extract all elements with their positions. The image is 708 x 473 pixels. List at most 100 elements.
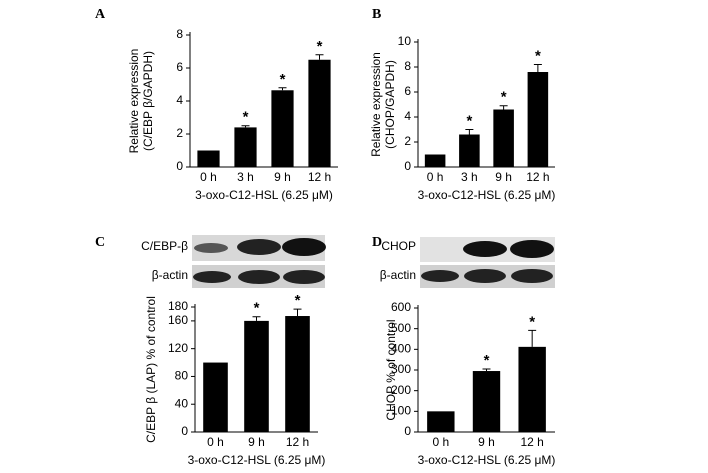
y-tick-label: 80 bbox=[175, 369, 189, 383]
y-axis-label: (C/EBP β/GAPDH) bbox=[141, 51, 155, 151]
blot-label: CHOP bbox=[381, 239, 416, 253]
bar bbox=[308, 59, 331, 167]
y-tick-label: 40 bbox=[175, 396, 189, 410]
x-tick-label: 12 h bbox=[308, 170, 331, 184]
significance-star: * bbox=[501, 89, 507, 106]
x-axis-label: 3-oxo-C12-HSL (6.25 μM) bbox=[195, 188, 333, 202]
x-tick-label: 9 h bbox=[478, 435, 495, 449]
significance-star: * bbox=[466, 112, 472, 129]
y-tick-label: 400 bbox=[391, 342, 411, 356]
blot-band bbox=[193, 271, 231, 283]
x-tick-label: 3 h bbox=[237, 170, 254, 184]
y-tick-label: 6 bbox=[176, 60, 183, 74]
y-tick-label: 0 bbox=[404, 159, 411, 173]
y-tick-label: 2 bbox=[176, 126, 183, 140]
bar bbox=[271, 90, 294, 167]
bar bbox=[244, 320, 269, 432]
error-bar bbox=[533, 64, 542, 72]
blot-label: C/EBP-β bbox=[141, 239, 188, 253]
blot-band bbox=[463, 241, 507, 257]
y-tick-label: 8 bbox=[404, 59, 411, 73]
y-tick-label: 600 bbox=[391, 300, 411, 314]
x-tick-label: 9 h bbox=[248, 435, 265, 449]
error-bar bbox=[482, 368, 491, 372]
bar bbox=[518, 346, 546, 432]
blot-band bbox=[237, 239, 281, 255]
bar bbox=[285, 316, 310, 432]
x-axis-label: 3-oxo-C12-HSL (6.25 μM) bbox=[188, 453, 326, 467]
significance-star: * bbox=[529, 313, 535, 330]
error-bar bbox=[465, 129, 474, 135]
x-tick-label: 0 h bbox=[432, 435, 449, 449]
bar bbox=[493, 109, 514, 167]
bar bbox=[197, 150, 220, 167]
blot-band bbox=[282, 238, 326, 256]
x-tick-label: 9 h bbox=[495, 170, 512, 184]
x-tick-label: 0 h bbox=[427, 170, 444, 184]
significance-star: * bbox=[254, 300, 260, 317]
x-tick-label: 0 h bbox=[207, 435, 224, 449]
panel-letter: C bbox=[95, 235, 105, 250]
panel-letter: B bbox=[372, 7, 381, 22]
error-bar bbox=[528, 329, 537, 347]
y-axis-label: Relative expression bbox=[127, 49, 141, 154]
y-axis-label: C/EBP β (LAP) % of control bbox=[144, 296, 158, 443]
blot-c bbox=[192, 235, 326, 288]
y-tick-label: 300 bbox=[391, 362, 411, 376]
significance-star: * bbox=[243, 109, 249, 126]
x-tick-label: 12 h bbox=[520, 435, 543, 449]
bar bbox=[527, 72, 549, 167]
blot-band bbox=[464, 269, 506, 283]
y-tick-label: 4 bbox=[404, 109, 411, 123]
x-tick-label: 12 h bbox=[526, 170, 549, 184]
x-axis-label: 3-oxo-C12-HSL (6.25 μM) bbox=[418, 453, 556, 467]
blot-label: β-actin bbox=[152, 268, 188, 282]
x-tick-label: 9 h bbox=[274, 170, 291, 184]
y-tick-label: 6 bbox=[404, 84, 411, 98]
error-bar bbox=[278, 87, 287, 91]
y-tick-label: 100 bbox=[391, 404, 411, 418]
panel-letter: A bbox=[95, 7, 106, 22]
blot-d bbox=[420, 237, 555, 288]
blot-band bbox=[421, 270, 459, 282]
y-tick-label: 160 bbox=[168, 313, 188, 327]
y-axis-label: Relative expression bbox=[369, 52, 383, 157]
y-tick-label: 0 bbox=[404, 424, 411, 438]
y-tick-label: 200 bbox=[391, 383, 411, 397]
bar bbox=[234, 127, 257, 167]
y-tick-label: 2 bbox=[404, 134, 411, 148]
bar bbox=[427, 411, 455, 432]
significance-star: * bbox=[295, 292, 301, 309]
error-bar bbox=[293, 308, 302, 317]
x-tick-label: 12 h bbox=[286, 435, 309, 449]
y-tick-label: 8 bbox=[176, 27, 183, 41]
y-tick-label: 4 bbox=[176, 93, 183, 107]
bar bbox=[203, 362, 228, 432]
y-tick-label: 500 bbox=[391, 321, 411, 335]
bar bbox=[472, 371, 501, 432]
y-tick-label: 10 bbox=[398, 34, 412, 48]
blot-band bbox=[238, 270, 280, 284]
x-tick-label: 0 h bbox=[200, 170, 217, 184]
blot-band bbox=[283, 270, 325, 284]
x-axis-label: 3-oxo-C12-HSL (6.25 μM) bbox=[418, 188, 556, 202]
y-tick-label: 0 bbox=[181, 424, 188, 438]
y-axis-label: CHOP % of control bbox=[384, 319, 398, 420]
significance-star: * bbox=[280, 71, 286, 88]
significance-star: * bbox=[535, 47, 541, 64]
significance-star: * bbox=[484, 352, 490, 369]
blot-label: β-actin bbox=[380, 268, 416, 282]
bar bbox=[459, 134, 480, 167]
error-bar bbox=[252, 316, 261, 321]
error-bar bbox=[241, 125, 250, 128]
error-bar bbox=[315, 54, 324, 60]
x-tick-label: 3 h bbox=[461, 170, 478, 184]
blot-band bbox=[511, 269, 553, 283]
panel-letter: D bbox=[372, 235, 382, 250]
blot-band bbox=[194, 243, 228, 253]
error-bar bbox=[499, 105, 508, 110]
y-tick-label: 180 bbox=[168, 299, 188, 313]
y-axis-label: (CHOP/GAPDH) bbox=[383, 60, 397, 149]
y-tick-label: 120 bbox=[168, 341, 188, 355]
